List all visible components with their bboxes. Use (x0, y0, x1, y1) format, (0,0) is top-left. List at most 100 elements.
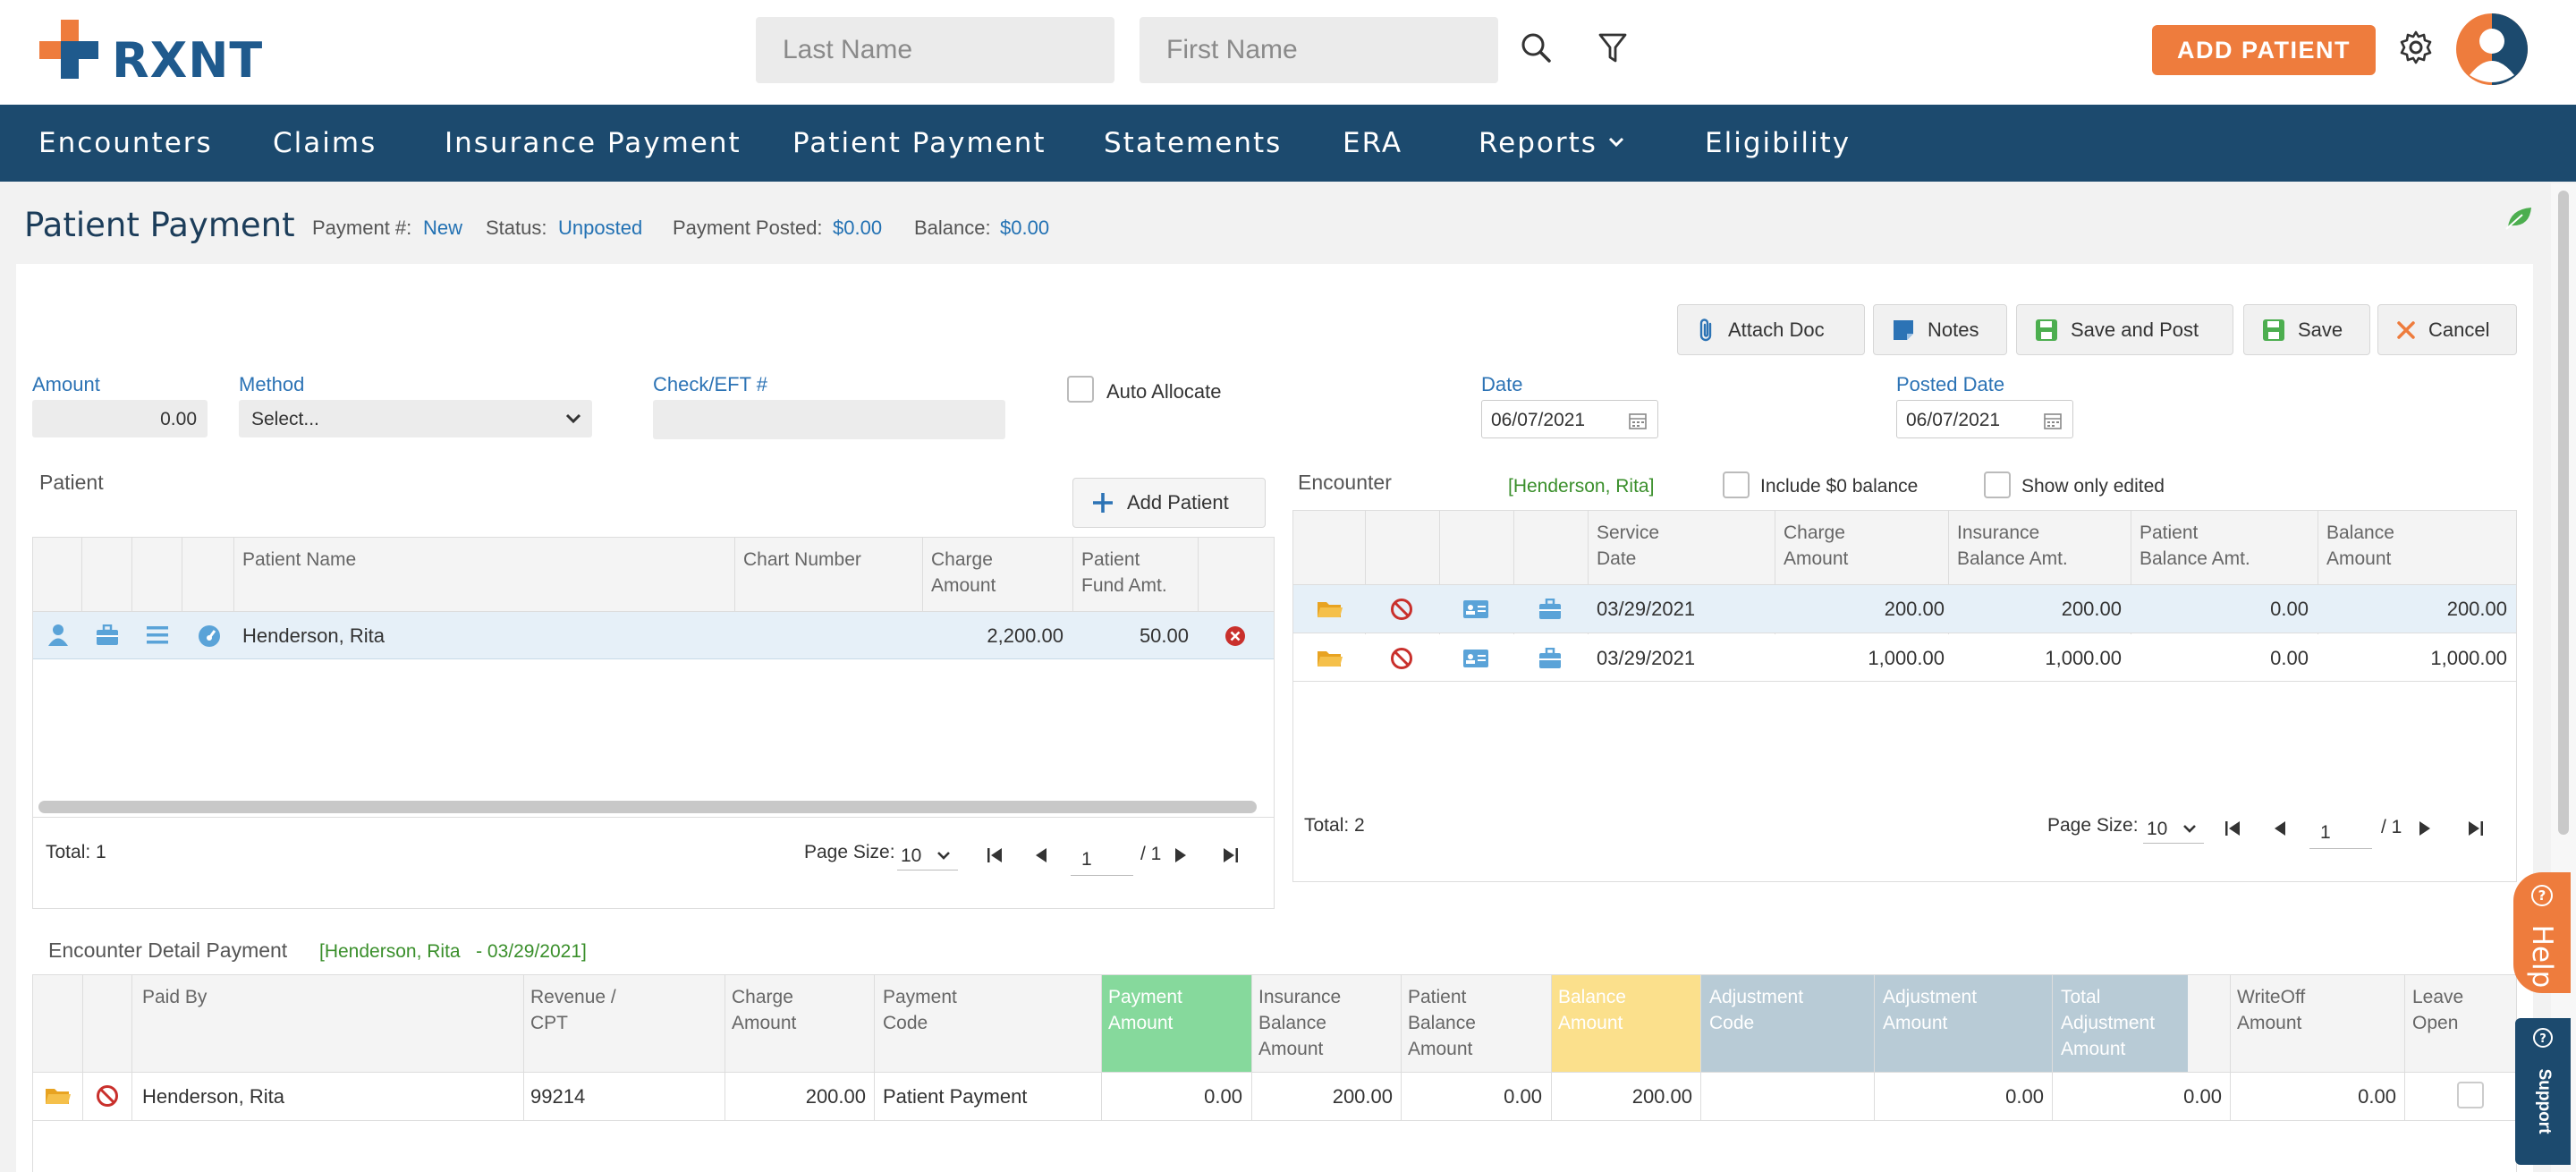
nav-encounters[interactable]: Encounters (38, 127, 213, 159)
id-card-icon[interactable] (1462, 599, 1489, 619)
table-row[interactable]: 03/29/2021 200.00 200.00 0.00 200.00 (1293, 585, 2516, 633)
support-tab[interactable]: ? Support (2515, 1018, 2571, 1165)
block-icon[interactable] (1390, 647, 1413, 670)
add-patient-label: Add Patient (1127, 491, 1229, 514)
last-name-input[interactable] (756, 17, 1114, 83)
leave-open-checkbox[interactable] (2457, 1082, 2484, 1108)
nav-claims[interactable]: Claims (273, 127, 377, 159)
last-page-icon[interactable] (1220, 846, 1240, 864)
horizontal-scrollbar[interactable] (38, 801, 1257, 813)
column-header-service-date[interactable]: Service Date (1597, 522, 1660, 569)
briefcase-icon[interactable] (96, 624, 119, 646)
nav-statements[interactable]: Statements (1104, 127, 1283, 159)
attach-doc-button[interactable]: Attach Doc (1677, 304, 1865, 355)
column-header-patient-balance[interactable]: Patient Balance Amt. (2140, 522, 2250, 569)
folder-icon[interactable] (45, 1085, 72, 1107)
folder-icon[interactable] (1317, 599, 1343, 620)
notes-button[interactable]: Notes (1873, 304, 2007, 355)
first-name-input[interactable] (1140, 17, 1498, 83)
include-zero-balance-checkbox[interactable] (1723, 471, 1750, 498)
column-header-leave-open[interactable]: Leave Open (2412, 987, 2464, 1033)
column-header-chart-number[interactable]: Chart Number (743, 549, 861, 570)
briefcase-icon[interactable] (1538, 599, 1562, 620)
support-icon: ? (2533, 1028, 2553, 1048)
column-header-adjustment-amount[interactable]: Adjustment Amount (1883, 987, 1978, 1033)
amount-input[interactable]: 0.00 (32, 400, 208, 437)
date-input[interactable]: 06/07/2021 (1481, 400, 1658, 438)
column-header-total-adjustment[interactable]: Total Adjustment Amount (2061, 987, 2156, 1059)
remove-icon[interactable] (1224, 625, 1246, 647)
page-number-input[interactable]: 1 (2309, 813, 2372, 849)
nav-insurance-payment[interactable]: Insurance Payment (445, 127, 741, 159)
column-header-charge-amount[interactable]: Charge Amount (1784, 522, 1849, 569)
chevron-down-icon[interactable] (1607, 136, 1625, 149)
leaf-icon[interactable] (2504, 204, 2535, 231)
encounter-detail-grid: Paid By Revenue / CPT Charge Amount Paym… (32, 974, 2517, 1172)
block-icon[interactable] (1390, 598, 1413, 621)
list-icon[interactable] (146, 625, 169, 645)
column-header-charge-amount[interactable]: Charge Amount (931, 549, 996, 596)
adjustment-amount-cell[interactable]: 0.00 (2005, 1085, 2044, 1108)
gear-icon[interactable] (2399, 30, 2433, 64)
person-icon[interactable] (47, 624, 69, 647)
save-and-post-button[interactable]: Save and Post (2016, 304, 2233, 355)
payment-amount-cell[interactable]: 0.00 (1204, 1085, 1242, 1108)
block-icon[interactable] (96, 1084, 119, 1108)
add-patient-header-button[interactable]: ADD PATIENT (2152, 25, 2376, 75)
page-scrollbar[interactable] (2551, 183, 2576, 1172)
column-header-writeoff-amount[interactable]: WriteOff Amount (2237, 987, 2306, 1033)
id-card-icon[interactable] (1462, 649, 1489, 668)
column-header-payment-code[interactable]: Payment Code (883, 987, 957, 1033)
column-header-patient-name[interactable]: Patient Name (242, 549, 357, 570)
table-row[interactable]: 03/29/2021 1,000.00 1,000.00 0.00 1,000.… (1293, 634, 2516, 682)
next-page-icon[interactable] (1173, 846, 1189, 864)
prev-page-icon[interactable] (1033, 846, 1049, 864)
nav-reports[interactable]: Reports (1479, 127, 1597, 159)
column-header-patient-balance[interactable]: Patient Balance Amount (1408, 987, 1476, 1059)
column-header-revenue-cpt[interactable]: Revenue / CPT (530, 987, 616, 1033)
check-eft-input[interactable] (653, 400, 1005, 439)
cancel-button[interactable]: Cancel (2377, 304, 2517, 355)
briefcase-icon[interactable] (1538, 648, 1562, 669)
support-label: Support (2535, 1068, 2554, 1134)
table-row[interactable]: Henderson, Rita 2,200.00 50.00 (33, 612, 1274, 659)
page-size-select[interactable]: 10 (2143, 811, 2204, 844)
page-number-input[interactable]: 1 (1071, 840, 1133, 876)
page-size-select[interactable]: 10 (897, 838, 958, 871)
help-tab[interactable]: ? Help (2513, 872, 2571, 993)
column-header-balance-amount[interactable]: Balance Amount (1558, 987, 1626, 1033)
folder-icon[interactable] (1317, 648, 1343, 669)
column-header-charge-amount[interactable]: Charge Amount (732, 987, 797, 1033)
dashboard-icon[interactable] (197, 624, 222, 647)
nav-eligibility[interactable]: Eligibility (1705, 127, 1852, 159)
table-row[interactable]: Henderson, Rita 99214 200.00 Patient Pay… (33, 1073, 2516, 1120)
posted-date-input[interactable]: 06/07/2021 (1896, 400, 2073, 438)
column-header-insurance-balance[interactable]: Insurance Balance Amount (1258, 987, 1342, 1059)
auto-allocate-checkbox[interactable] (1067, 376, 1094, 403)
method-select[interactable]: Select... (239, 400, 592, 437)
page-of-label: / 1 (2381, 817, 2402, 837)
next-page-icon[interactable] (2417, 820, 2433, 837)
writeoff-amount-cell[interactable]: 0.00 (2358, 1085, 2396, 1108)
avatar[interactable] (2455, 13, 2529, 86)
calendar-icon[interactable] (2044, 412, 2062, 429)
column-header-adjustment-code[interactable]: Adjustment Code (1709, 987, 1804, 1033)
nav-era[interactable]: ERA (1343, 127, 1403, 159)
calendar-icon[interactable] (1629, 412, 1647, 429)
posted-date-label: Posted Date (1896, 373, 2005, 395)
search-icon[interactable] (1521, 32, 1553, 64)
column-header-payment-amount[interactable]: Payment Amount (1108, 987, 1182, 1033)
column-header-paid-by[interactable]: Paid By (142, 987, 208, 1007)
column-header-patient-fund[interactable]: Patient Fund Amt. (1081, 549, 1167, 596)
column-header-balance-amount[interactable]: Balance Amount (2326, 522, 2394, 569)
column-header-insurance-balance[interactable]: Insurance Balance Amt. (1957, 522, 2068, 569)
filter-icon[interactable] (1597, 32, 1628, 64)
show-only-edited-checkbox[interactable] (1984, 471, 2011, 498)
first-page-icon[interactable] (2224, 820, 2243, 837)
add-patient-button[interactable]: Add Patient (1072, 478, 1266, 528)
nav-patient-payment[interactable]: Patient Payment (792, 127, 1046, 159)
last-page-icon[interactable] (2465, 820, 2485, 837)
prev-page-icon[interactable] (2272, 820, 2288, 837)
first-page-icon[interactable] (986, 846, 1005, 864)
save-button[interactable]: Save (2243, 304, 2370, 355)
